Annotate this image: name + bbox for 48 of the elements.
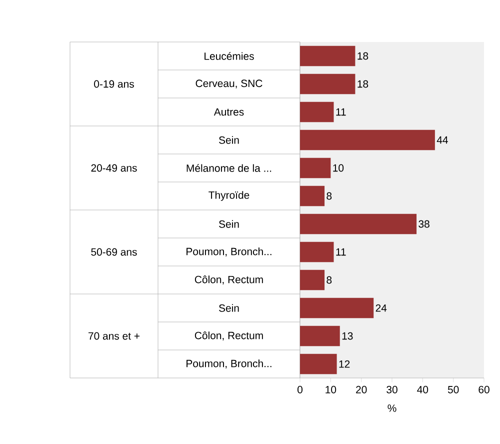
- y-tick-label: Leucémies: [204, 52, 254, 60]
- data-label: 8: [326, 276, 332, 284]
- bar: [300, 214, 417, 234]
- y-tick-label: Sein: [219, 220, 239, 228]
- y-tick-label: Cerveau, SNC: [196, 80, 262, 88]
- data-label: 38: [418, 220, 430, 228]
- data-label: 18: [358, 52, 368, 60]
- bar: [300, 270, 325, 290]
- y-tick-label: Sein: [219, 304, 239, 312]
- bar: [300, 242, 334, 262]
- y-tick-label: Côlon, Rectum: [194, 276, 263, 284]
- y-tick-label: Thyroïde: [208, 191, 250, 201]
- y-tick-label: Mélanome de la ...: [186, 164, 272, 172]
- x-tick-label: 50: [448, 386, 459, 394]
- bar: [300, 354, 337, 374]
- y-tick-label: Autres: [214, 108, 244, 116]
- y-tick-label: Sein: [219, 136, 239, 144]
- bar: [300, 158, 331, 178]
- y-tick-label: Poumon, Bronch...: [186, 248, 272, 256]
- bar: [300, 186, 325, 206]
- bar: [300, 102, 334, 122]
- text: 20-49 ans: [91, 164, 137, 172]
- text: 70 ans et +: [88, 332, 140, 340]
- data-label: 13: [342, 332, 353, 340]
- data-label: 18: [358, 80, 368, 88]
- data-label: 11: [336, 248, 346, 256]
- x-axis-title: %: [388, 404, 396, 412]
- x-tick-label: 60: [478, 386, 490, 394]
- y-tick-label: Côlon, Rectum: [194, 332, 263, 340]
- bar: [300, 130, 435, 150]
- data-label: 44: [436, 136, 448, 144]
- data-label: 11: [336, 108, 346, 116]
- bar: [300, 298, 374, 318]
- text: 0-19 ans: [94, 80, 134, 88]
- bar: [300, 74, 356, 94]
- data-label: 8: [326, 192, 332, 200]
- bar: [300, 46, 356, 66]
- data-label: 24: [376, 304, 387, 312]
- y-tick-label: Poumon, Bronch...: [186, 360, 272, 368]
- x-tick-label: 40: [417, 386, 428, 394]
- x-tick-label: 30: [386, 386, 398, 394]
- x-tick-label: 20: [356, 386, 367, 394]
- data-label: 10: [333, 164, 344, 172]
- text: 50-69 ans: [91, 248, 137, 256]
- x-tick-label: 10: [326, 386, 336, 394]
- x-tick-label: 0: [298, 386, 303, 394]
- data-label: 12: [339, 360, 350, 368]
- bar: [300, 326, 340, 346]
